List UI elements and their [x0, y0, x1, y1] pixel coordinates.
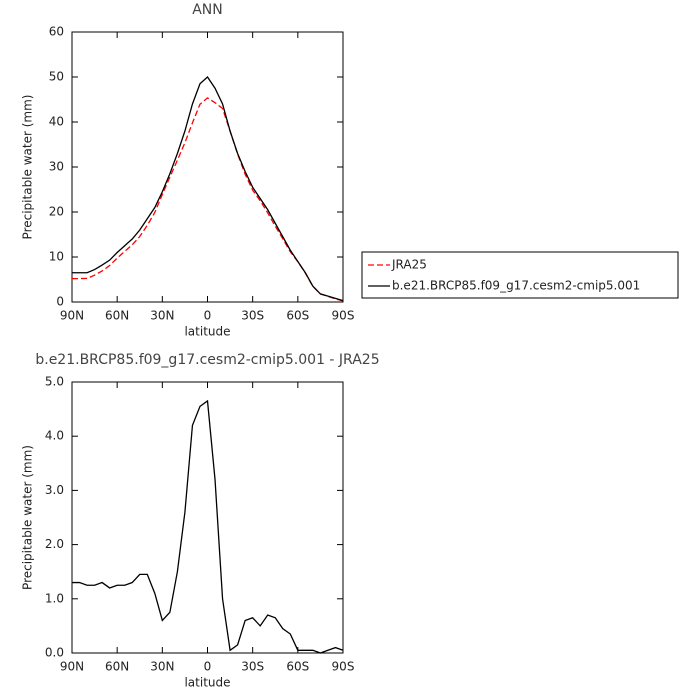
x-tick-label: 0 — [204, 660, 212, 674]
plot-frame — [71, 381, 344, 654]
y-tick-label: 40 — [49, 115, 64, 129]
x-tick-label: 60N — [105, 309, 129, 323]
plot-frame — [71, 31, 344, 303]
x-tick-label: 90N — [60, 309, 84, 323]
y-tick-label: 20 — [49, 205, 64, 219]
data-line — [72, 97, 344, 302]
y-tick-label: 1.0 — [45, 591, 64, 605]
x-tick-label: 30S — [241, 309, 264, 323]
y-tick-label: 50 — [49, 70, 64, 84]
x-tick-label: 60S — [286, 660, 309, 674]
y-tick-label: 10 — [49, 250, 64, 264]
legend-label: b.e21.BRCP85.f09_g17.cesm2-cmip5.001 — [392, 279, 640, 293]
x-axis-label: latitude — [184, 325, 230, 339]
legend-label: JRA25 — [391, 258, 427, 272]
y-tick-label: 30 — [49, 160, 64, 174]
x-tick-label: 60N — [105, 660, 129, 674]
y-tick-label: 5.0 — [45, 375, 64, 389]
x-tick-label: 90S — [332, 660, 355, 674]
y-tick-label: 4.0 — [45, 429, 64, 443]
x-tick-label: 90S — [332, 309, 355, 323]
x-axis-label: latitude — [184, 676, 230, 690]
x-tick-label: 60S — [286, 309, 309, 323]
chart-title: b.e21.BRCP85.f09_g17.cesm2-cmip5.001 - J… — [35, 352, 379, 368]
y-tick-label: 60 — [49, 25, 64, 39]
x-tick-label: 0 — [204, 309, 212, 323]
y-axis-label: Precipitable water (mm) — [21, 445, 35, 590]
y-tick-label: 2.0 — [45, 537, 64, 551]
data-line — [72, 76, 344, 302]
y-tick-label: 3.0 — [45, 483, 64, 497]
y-tick-label: 0.0 — [45, 646, 64, 660]
y-axis-label: Precipitable water (mm) — [21, 95, 35, 240]
x-tick-label: 30N — [150, 309, 174, 323]
legend-box — [361, 251, 679, 299]
y-tick-label: 0 — [56, 295, 64, 309]
chart-title: ANN — [192, 2, 223, 18]
x-tick-label: 90N — [60, 660, 84, 674]
data-line — [72, 399, 344, 654]
x-tick-label: 30N — [150, 660, 174, 674]
x-tick-label: 30S — [241, 660, 264, 674]
